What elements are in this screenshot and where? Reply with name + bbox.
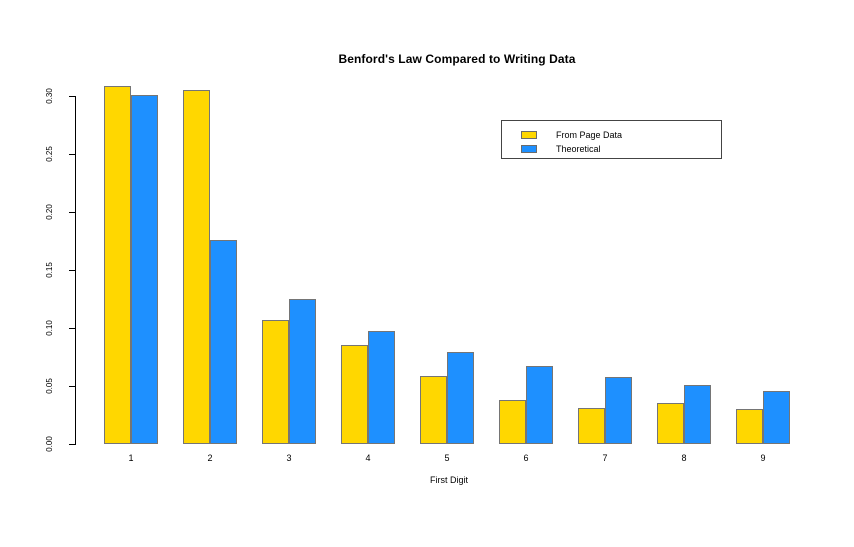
legend-swatch-theoretical	[521, 145, 537, 153]
bar-from-page-data-8	[657, 403, 684, 444]
y-tick-label-0.15: 0.15	[45, 262, 54, 278]
legend-item-from-page-data: From Page Data	[521, 130, 622, 140]
y-tick-mark-0.05	[69, 386, 76, 387]
legend-item-theoretical: Theoretical	[521, 144, 601, 154]
x-tick-label-7: 7	[602, 453, 608, 463]
x-tick-label-1: 1	[128, 453, 134, 463]
y-tick-mark-0.30	[69, 96, 76, 97]
bar-from-page-data-5	[420, 376, 447, 444]
y-tick-label-0.25: 0.25	[45, 146, 54, 162]
y-tick-mark-0.20	[69, 212, 76, 213]
bar-from-page-data-2	[183, 90, 210, 444]
x-tick-label-3: 3	[286, 453, 292, 463]
bar-theoretical-3	[289, 299, 316, 444]
x-tick-label-8: 8	[681, 453, 687, 463]
bar-theoretical-8	[684, 385, 711, 444]
y-tick-label-0.05: 0.05	[45, 378, 54, 394]
bar-from-page-data-7	[578, 408, 605, 444]
bar-theoretical-1	[131, 95, 158, 444]
x-axis-title: First Digit	[430, 475, 468, 485]
bar-theoretical-6	[526, 366, 553, 444]
legend-label-from-page-data: From Page Data	[556, 130, 623, 140]
y-tick-mark-0.10	[69, 328, 76, 329]
x-tick-label-2: 2	[207, 453, 213, 463]
chart-title: Benford's Law Compared to Writing Data	[338, 52, 576, 66]
legend-label-theoretical: Theoretical	[556, 144, 601, 154]
legend: From Page Data Theoretical	[501, 120, 722, 159]
x-tick-label-9: 9	[760, 453, 766, 463]
y-tick-label-0.30: 0.30	[45, 88, 54, 104]
y-tick-label-0.00: 0.00	[45, 436, 54, 452]
legend-swatch-from-page-data	[521, 131, 537, 139]
bar-theoretical-4	[368, 331, 395, 444]
y-tick-mark-0.25	[69, 154, 76, 155]
bar-theoretical-5	[447, 352, 474, 444]
bar-from-page-data-4	[341, 345, 368, 444]
y-tick-mark-0.15	[69, 270, 76, 271]
bar-theoretical-2	[210, 240, 237, 444]
x-tick-label-6: 6	[523, 453, 529, 463]
bar-from-page-data-3	[262, 320, 289, 444]
bar-theoretical-7	[605, 377, 632, 444]
x-tick-label-5: 5	[444, 453, 450, 463]
bar-theoretical-9	[763, 391, 790, 444]
y-tick-label-0.10: 0.10	[45, 320, 54, 336]
bar-from-page-data-9	[736, 409, 763, 444]
bar-from-page-data-6	[499, 400, 526, 444]
bar-from-page-data-1	[104, 86, 131, 444]
y-tick-mark-0.00	[69, 444, 76, 445]
y-tick-label-0.20: 0.20	[45, 204, 54, 220]
x-tick-label-4: 4	[365, 453, 371, 463]
